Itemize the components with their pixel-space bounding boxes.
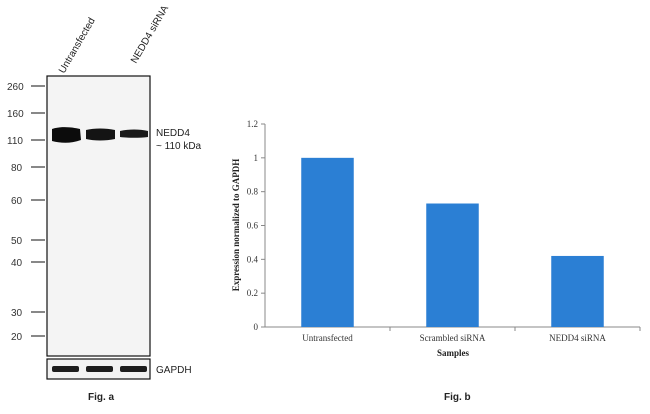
nedd4-band (52, 127, 81, 143)
y-tick-label: 0.4 (247, 254, 259, 264)
y-tick-label: 0 (254, 322, 259, 332)
chart-y-ticks: 0 0.2 0.4 0.6 0.8 1 1.2 (247, 119, 265, 332)
nedd4-band-group (52, 127, 148, 143)
mw-marker: 260 (7, 82, 24, 93)
mw-marker: 110 (7, 136, 23, 147)
y-tick-label: 0.6 (247, 221, 259, 231)
mw-marker: 20 (11, 332, 23, 343)
band-size-label: ~ 110 kDa (156, 141, 202, 152)
gapdh-band (52, 366, 79, 372)
fig-a-caption: Fig. a (88, 392, 115, 403)
bar (301, 157, 354, 327)
y-axis-label: Expression normalized to GAPDH (231, 159, 241, 292)
chart-bars (301, 157, 604, 327)
x-tick-label: Scrambled siRNA (420, 333, 486, 343)
blot-membrane (46, 75, 151, 357)
fig-b-caption: Fig. b (444, 392, 471, 403)
gapdh-label: GAPDH (156, 365, 192, 376)
x-tick-label: NEDD4 siRNA (549, 333, 606, 343)
gapdh-band (120, 366, 147, 372)
y-tick-label: 1 (254, 153, 259, 163)
y-tick-label: 0.2 (247, 288, 258, 298)
mw-marker: 50 (11, 236, 23, 247)
mw-marker-list: 260 160 110 80 60 50 40 30 20 (7, 82, 45, 343)
bar (551, 255, 604, 327)
x-tick-label: Untransfected (302, 333, 353, 343)
mw-marker: 40 (11, 258, 23, 269)
bar (426, 203, 479, 327)
mw-marker: 60 (11, 196, 23, 207)
y-tick-label: 1.2 (247, 119, 258, 129)
chart-x-ticks: Untransfected Scrambled siRNA NEDD4 siRNA (302, 327, 641, 343)
band-label: NEDD4 (156, 128, 190, 139)
mw-marker: 160 (7, 109, 24, 120)
mw-marker: 30 (11, 308, 23, 319)
y-tick-label: 0.8 (247, 187, 259, 197)
nedd4-band (120, 129, 148, 138)
nedd4-band (86, 128, 115, 141)
gapdh-band (86, 366, 113, 372)
mw-marker: 80 (11, 163, 23, 174)
x-axis-label: Samples (437, 348, 470, 358)
